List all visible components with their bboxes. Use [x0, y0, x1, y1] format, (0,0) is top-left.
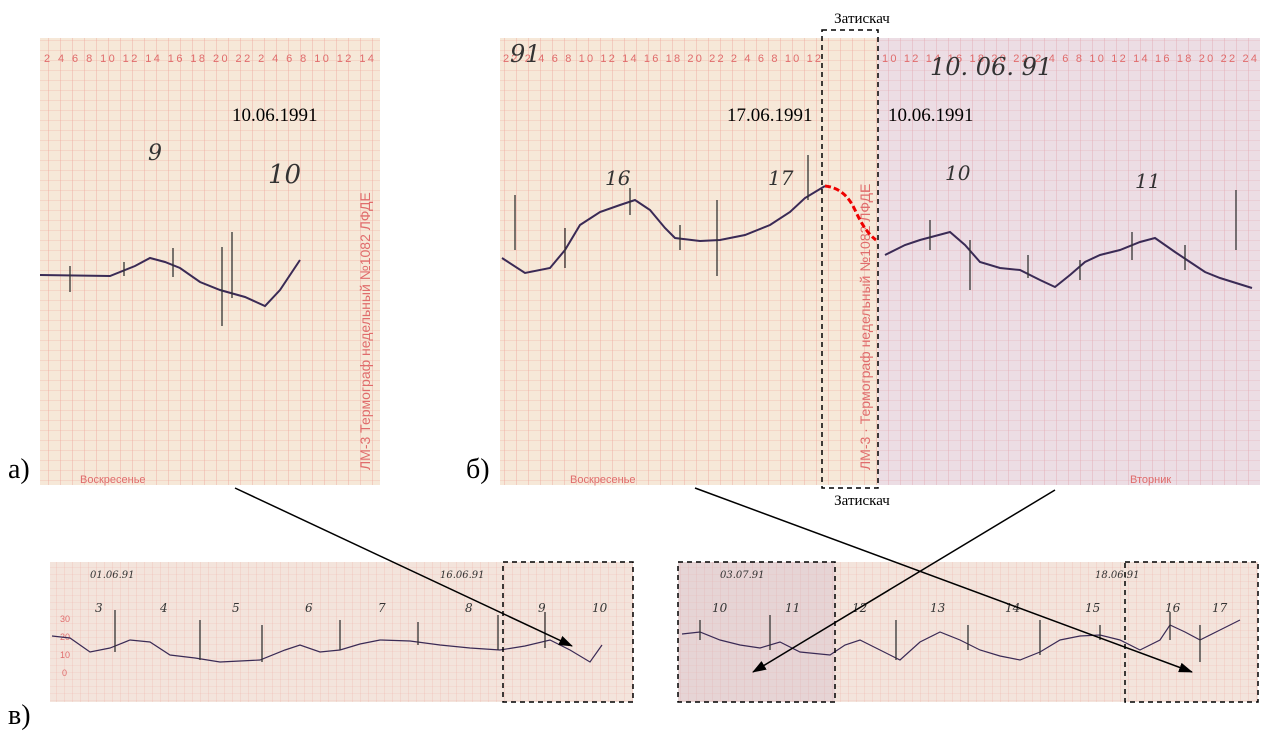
day-mark: 10 [268, 160, 301, 190]
highlight-box [1124, 561, 1259, 703]
date: 10.06.1991 [232, 105, 318, 126]
hour-scale: 22 2 4 6 8 10 12 14 16 18 20 22 2 4 6 8 … [503, 53, 821, 65]
arrows [234, 487, 1193, 673]
strip-trace [51, 635, 603, 663]
day-mark: 16 [1165, 601, 1181, 615]
scale-label: 0 [62, 668, 67, 678]
day-mark: 13 [930, 601, 946, 615]
paper-text: ЛМ-3 · Термограф недельный №1082 ЛФДЕ [857, 184, 873, 470]
trace [39, 256, 301, 308]
paper-text: ЛМ-3 Термограф недельный №1082 ЛФДЕ [357, 192, 373, 470]
panel-c: 01.06.91 16.06.91 03.07.91 18.06.91 3 4 … [8, 561, 1259, 731]
time-marks [69, 232, 233, 326]
day-mark: 11 [1135, 169, 1160, 193]
arrow [752, 489, 1056, 673]
day-mark: 15 [1085, 601, 1100, 615]
scale-label: 30 [60, 614, 70, 624]
strip-trace [681, 619, 1241, 661]
strip-date: 18.06.91 [1095, 570, 1140, 581]
day-mark: 8 [465, 601, 473, 615]
day-mark: 3 [95, 601, 103, 615]
day-mark: 10 [592, 601, 608, 615]
time-marks [514, 155, 1237, 290]
hour-scale: 2 4 6 8 10 12 14 16 18 20 22 2 4 6 8 10 … [44, 53, 374, 65]
strip-day-marks: 3 4 5 6 7 8 9 10 10 11 12 13 14 15 16 17 [95, 601, 1228, 615]
chart-paper [40, 38, 380, 485]
handwritten: 91 [510, 40, 541, 68]
day-mark: 4 [159, 601, 168, 615]
panel-a: 2 4 6 8 10 12 14 16 18 20 22 2 4 6 8 10 … [8, 38, 380, 486]
clamp-label: Затискач [834, 11, 890, 27]
day-mark: 6 [305, 601, 313, 615]
day-mark: 17 [768, 166, 794, 190]
strip-time-marks [114, 610, 1201, 662]
clamp-box [821, 29, 879, 489]
scale-label: 10 [60, 650, 70, 660]
weekday: Вторник [1130, 474, 1171, 486]
day-mark: 17 [1212, 601, 1228, 615]
strip-shade [678, 562, 835, 702]
day-mark: 10 [712, 601, 728, 615]
chart-paper [878, 38, 1260, 485]
clamp-label: Затискач [834, 493, 890, 509]
handwritten: 10. 06. 91 [930, 53, 1052, 81]
day-mark: 10 [945, 161, 971, 185]
arrow [694, 487, 1193, 673]
day-mark: 9 [538, 601, 546, 615]
reconstructed-trace [824, 184, 877, 242]
panel-label: в) [8, 700, 31, 731]
date: 17.06.1991 [727, 105, 813, 126]
weekday: Воскресенье [570, 474, 636, 486]
day-mark: 7 [378, 601, 386, 615]
panel-label: б) [466, 454, 490, 485]
day-mark: 11 [785, 601, 800, 615]
day-mark: 5 [232, 601, 240, 615]
day-mark: 9 [148, 141, 162, 166]
trace [501, 185, 826, 275]
highlight-box [677, 561, 836, 703]
strip-paper [50, 562, 633, 702]
strip-date: 01.06.91 [90, 570, 135, 581]
weekday: Воскресенье [80, 474, 146, 486]
arrow [234, 487, 573, 647]
chart-paper [500, 38, 878, 485]
day-mark: 16 [605, 166, 631, 190]
panel-b: 22 2 4 6 8 10 12 14 16 18 20 22 2 4 6 8 … [466, 11, 1260, 509]
strip-date: 16.06.91 [440, 570, 485, 581]
date: 10.06.1991 [888, 105, 974, 126]
highlight-box [502, 561, 634, 703]
strip-date: 03.07.91 [720, 570, 765, 581]
panel-label: а) [8, 454, 30, 485]
